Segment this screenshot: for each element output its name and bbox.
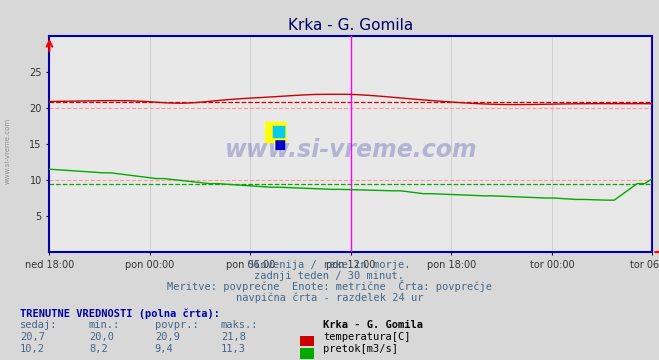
Text: temperatura[C]: temperatura[C] bbox=[323, 332, 411, 342]
Text: 20,0: 20,0 bbox=[89, 332, 114, 342]
Text: www.si-vreme.com: www.si-vreme.com bbox=[225, 139, 477, 162]
Text: sedaj:: sedaj: bbox=[20, 320, 57, 330]
Text: TRENUTNE VREDNOSTI (polna črta):: TRENUTNE VREDNOSTI (polna črta): bbox=[20, 308, 219, 319]
Text: povpr.:: povpr.: bbox=[155, 320, 198, 330]
Text: www.si-vreme.com: www.si-vreme.com bbox=[5, 118, 11, 184]
Text: zadnji teden / 30 minut.: zadnji teden / 30 minut. bbox=[254, 271, 405, 281]
Text: maks.:: maks.: bbox=[221, 320, 258, 330]
Text: ◼: ◼ bbox=[262, 114, 289, 148]
Text: 10,2: 10,2 bbox=[20, 344, 45, 354]
Text: 11,3: 11,3 bbox=[221, 344, 246, 354]
Text: Krka - G. Gomila: Krka - G. Gomila bbox=[323, 320, 423, 330]
Text: 20,9: 20,9 bbox=[155, 332, 180, 342]
Text: Slovenija / reke in morje.: Slovenija / reke in morje. bbox=[248, 260, 411, 270]
Text: pretok[m3/s]: pretok[m3/s] bbox=[323, 344, 398, 354]
Text: Meritve: povprečne  Enote: metrične  Črta: povprečje: Meritve: povprečne Enote: metrične Črta:… bbox=[167, 280, 492, 292]
Text: 9,4: 9,4 bbox=[155, 344, 173, 354]
Text: 20,7: 20,7 bbox=[20, 332, 45, 342]
Text: ◼: ◼ bbox=[274, 136, 287, 152]
Text: min.:: min.: bbox=[89, 320, 120, 330]
Text: 8,2: 8,2 bbox=[89, 344, 107, 354]
Text: ◼: ◼ bbox=[270, 122, 287, 140]
Title: Krka - G. Gomila: Krka - G. Gomila bbox=[288, 18, 414, 33]
Text: navpična črta - razdelek 24 ur: navpična črta - razdelek 24 ur bbox=[236, 292, 423, 303]
Text: 21,8: 21,8 bbox=[221, 332, 246, 342]
